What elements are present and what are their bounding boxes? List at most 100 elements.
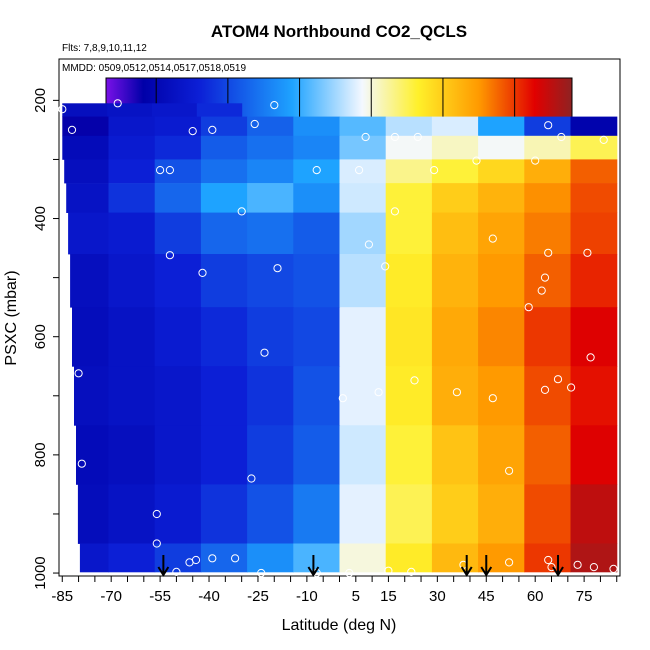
sample-point: [74, 369, 83, 378]
sample-point: [488, 394, 497, 403]
heatmap-cell: [293, 484, 341, 544]
heatmap-cell: [431, 135, 479, 160]
x-axis-tick-label: 60: [527, 588, 544, 605]
sample-point: [67, 125, 77, 134]
heatmap-cell: [247, 116, 294, 137]
sample-point: [152, 539, 161, 548]
sample-point: [557, 132, 566, 142]
sample-point: [345, 568, 354, 578]
heatmap-cell: [478, 425, 525, 485]
y-axis: 200 400 600 800 1000: [32, 88, 59, 590]
sample-point: [573, 560, 582, 569]
heatmap-cell: [431, 116, 479, 137]
heatmap-cell: [524, 254, 572, 308]
sample-point: [374, 388, 383, 397]
heatmap-cell: [431, 254, 479, 308]
heatmap-cell: [385, 212, 433, 255]
heatmap-cell: [108, 366, 156, 426]
sample-points: [58, 99, 618, 578]
heatmap-cell: [385, 135, 433, 160]
heatmap-cell: [570, 484, 618, 544]
heatmap-cell: [247, 425, 294, 485]
heatmap-cell: [72, 307, 109, 367]
heatmap-cell: [478, 212, 525, 255]
heatmap-cell: [431, 425, 479, 485]
heatmap-cell: [339, 307, 387, 367]
heatmap-cell: [154, 484, 202, 544]
heatmap-cell: [247, 484, 294, 544]
heatmap-cell: [154, 366, 202, 426]
sample-point: [472, 156, 481, 165]
sample-point: [208, 125, 217, 134]
heatmap-cell: [524, 183, 572, 213]
heatmap-cell: [247, 212, 294, 255]
sample-point: [410, 376, 419, 385]
sample-point: [113, 99, 122, 108]
heatmap-cell: [293, 116, 341, 137]
heatmap-cell: [339, 484, 387, 544]
sample-point: [231, 554, 240, 563]
heatmap-cell: [76, 425, 110, 485]
x-axis-label: Latitude (deg N): [282, 617, 397, 634]
profile-marker-arrow: [552, 555, 564, 577]
heatmap-cell: [478, 159, 525, 184]
heatmap-cell: [108, 135, 156, 160]
heatmap-cell: [339, 183, 387, 213]
heatmap-cell: [385, 484, 433, 544]
heatmap-cell: [431, 307, 479, 367]
heatmap-cell: [524, 484, 572, 544]
heatmap-cell: [478, 366, 525, 426]
heatmap-cell: [339, 425, 387, 485]
heatmap-cell: [247, 307, 294, 367]
heatmap-cell: [431, 212, 479, 255]
sample-point: [544, 121, 553, 130]
heatmap-cell: [108, 183, 156, 213]
sample-point: [567, 383, 576, 392]
heatmap-cell: [385, 159, 433, 184]
y-axis-tick-label: 1000: [32, 556, 49, 589]
sample-point: [270, 101, 279, 110]
sample-point: [260, 348, 269, 357]
heatmap-cell: [108, 159, 156, 184]
heatmap-cell: [385, 307, 433, 367]
sample-point: [537, 286, 546, 295]
sample-point: [413, 132, 422, 142]
sample-point: [599, 135, 608, 144]
sample-point: [544, 248, 553, 257]
profile-marker-arrow: [460, 555, 473, 577]
heatmap-cell: [154, 307, 202, 367]
x-axis-tick-label: 5: [352, 588, 360, 605]
x-axis-tick-label: 75: [576, 588, 593, 605]
sample-point: [544, 555, 553, 565]
heatmap-cell: [524, 366, 572, 426]
heatmap-cell: [478, 543, 525, 573]
heatmap-cell: [108, 484, 156, 544]
sample-point: [191, 555, 201, 565]
heatmap-cell: [293, 307, 341, 367]
heatmap-cell: [154, 183, 202, 213]
sample-point: [338, 394, 347, 403]
heatmap-cell: [108, 307, 156, 367]
heatmap-cell: [524, 425, 572, 485]
heatmap-cell: [293, 254, 341, 308]
heatmap-cell: [570, 135, 618, 160]
sample-point: [247, 474, 256, 483]
heatmap-cell: [200, 159, 248, 184]
heatmap-cell: [570, 183, 618, 213]
heatmap-cell: [385, 543, 433, 573]
heatmap-cell: [478, 254, 525, 308]
profile-marker-arrow: [157, 555, 170, 577]
heatmap-cell: [478, 183, 525, 213]
sample-point: [452, 388, 461, 397]
heatmap-cell: [431, 183, 479, 213]
profile-marker-arrow: [480, 555, 493, 577]
sample-point: [250, 119, 259, 129]
sample-point: [381, 262, 390, 271]
sample-point: [488, 234, 497, 243]
heatmap-cell: [108, 254, 156, 308]
heatmap-cell: [570, 366, 618, 426]
heatmap-cell: [154, 159, 202, 184]
sample-point: [156, 166, 165, 175]
sample-point: [188, 127, 197, 136]
sample-point: [430, 166, 439, 175]
